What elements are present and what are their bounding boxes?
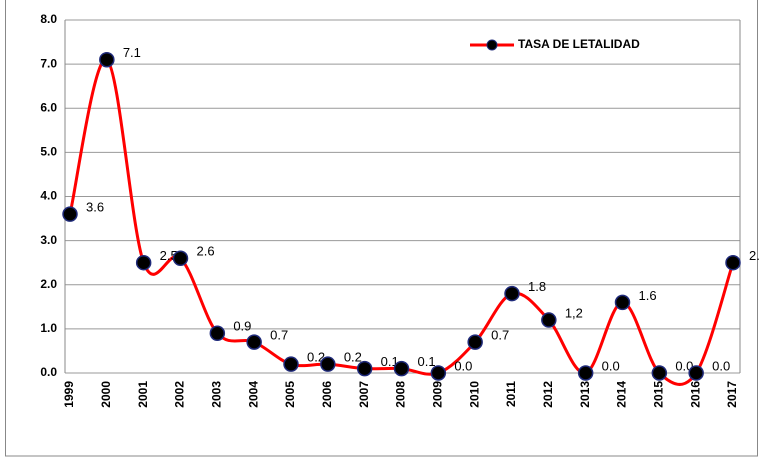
- marker: [688, 365, 704, 381]
- x-tick-label: 2007: [357, 381, 371, 408]
- legend-label: TASA DE LETALIDAD: [518, 37, 640, 51]
- marker: [614, 294, 631, 311]
- y-tick-label: 8.0: [40, 12, 57, 26]
- data-label: 2.6: [197, 244, 215, 259]
- marker: [209, 325, 226, 342]
- data-label: 1.6: [639, 288, 657, 303]
- x-tick-label: 2006: [320, 381, 334, 408]
- x-tick-label: 2016: [688, 381, 702, 408]
- marker: [725, 254, 741, 271]
- data-label: 0.0: [602, 358, 620, 373]
- marker: [504, 285, 520, 302]
- x-tick-label: 2014: [615, 381, 629, 408]
- data-label: 0.2: [307, 350, 325, 365]
- marker: [430, 365, 447, 381]
- marker: [467, 334, 483, 350]
- y-tick-label: 6.0: [40, 100, 57, 114]
- x-tick-label: 2002: [173, 381, 187, 408]
- data-label: 7.1: [123, 45, 141, 60]
- y-tick-label: 1.0: [40, 321, 57, 335]
- marker: [99, 51, 115, 68]
- y-tick-label: 4.0: [40, 189, 57, 203]
- chart-frame: [5, 0, 758, 457]
- marker: [135, 254, 152, 271]
- x-tick-label: 2010: [467, 381, 481, 408]
- x-tick-label: 2013: [578, 381, 592, 408]
- marker: [577, 365, 594, 381]
- x-tick-label: 1999: [62, 381, 76, 408]
- x-tick-label: 2008: [394, 381, 408, 408]
- y-tick-label: 5.0: [40, 145, 57, 159]
- y-tick-label: 3.0: [40, 233, 57, 247]
- marker: [356, 360, 373, 377]
- data-label: 3.6: [86, 200, 104, 215]
- marker: [320, 356, 336, 372]
- marker: [62, 206, 78, 222]
- data-label: 0.0: [712, 358, 730, 373]
- marker: [246, 334, 262, 350]
- legend-marker: [486, 39, 498, 51]
- marker: [541, 312, 557, 328]
- x-tick-label: 2012: [541, 381, 555, 408]
- x-tick-label: 2000: [99, 381, 113, 408]
- x-tick-label: 2009: [431, 381, 445, 408]
- data-label: 0.0: [454, 358, 472, 373]
- data-label: 0.7: [491, 328, 509, 343]
- data-label: 0.1: [381, 354, 399, 369]
- y-tick-label: 2.0: [40, 277, 57, 291]
- data-label: 0.0: [675, 358, 693, 373]
- marker: [393, 360, 410, 377]
- data-label: 1.8: [528, 279, 546, 294]
- x-tick-label: 2004: [246, 381, 260, 408]
- x-tick-label: 2011: [504, 381, 518, 407]
- data-label: 2.5: [749, 248, 759, 263]
- data-label: 0.1: [418, 354, 436, 369]
- x-tick-label: 2017: [725, 381, 739, 408]
- data-label: 1,2: [565, 305, 583, 320]
- data-label: 0.9: [233, 319, 251, 334]
- x-tick-label: 2001: [136, 381, 150, 408]
- marker: [651, 365, 668, 381]
- marker: [172, 250, 189, 267]
- y-tick-label: 0.0: [40, 365, 57, 379]
- x-tick-label: 2015: [652, 381, 666, 408]
- x-tick-label: 2005: [283, 381, 297, 408]
- marker: [283, 356, 299, 372]
- y-tick-label: 7.0: [40, 56, 57, 70]
- data-label: 0.2: [344, 350, 362, 365]
- data-label: 0.7: [270, 328, 288, 343]
- x-tick-label: 2003: [210, 381, 224, 408]
